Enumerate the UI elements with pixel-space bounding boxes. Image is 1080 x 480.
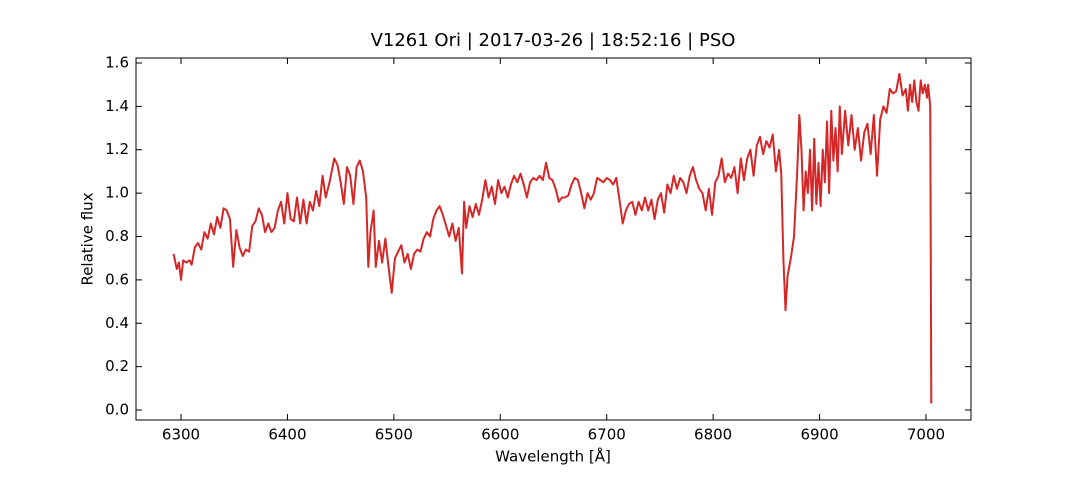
y-tick-label: 0.8 (105, 227, 129, 245)
spectrum-line (172, 72, 933, 404)
chart-title: V1261 Ori | 2017-03-26 | 18:52:16 | PSO (371, 30, 736, 51)
x-tick-label: 6500 (375, 426, 413, 444)
x-tick-label: 6900 (800, 426, 838, 444)
y-tick-label: 1.4 (105, 97, 129, 115)
x-tick-label: 6800 (694, 426, 732, 444)
x-tick-label: 6600 (481, 426, 519, 444)
y-tick-label: 0.6 (105, 270, 129, 288)
y-tick-label: 0.4 (105, 314, 129, 332)
y-tick-label: 0.0 (105, 401, 129, 419)
x-tick-label: 6300 (162, 426, 200, 444)
y-axis-label: Relative flux (79, 192, 97, 285)
x-axis-label: Wavelength [Å] (495, 447, 611, 466)
y-tick-label: 0.2 (105, 357, 129, 375)
y-tick-label: 1.2 (105, 140, 129, 158)
x-tick-label: 7000 (907, 426, 945, 444)
y-tick-label: 1.0 (105, 184, 129, 202)
y-tick-label: 1.6 (105, 53, 129, 71)
plot-frame (135, 57, 972, 421)
x-tick-label: 6700 (588, 426, 626, 444)
x-tick-label: 6400 (268, 426, 306, 444)
